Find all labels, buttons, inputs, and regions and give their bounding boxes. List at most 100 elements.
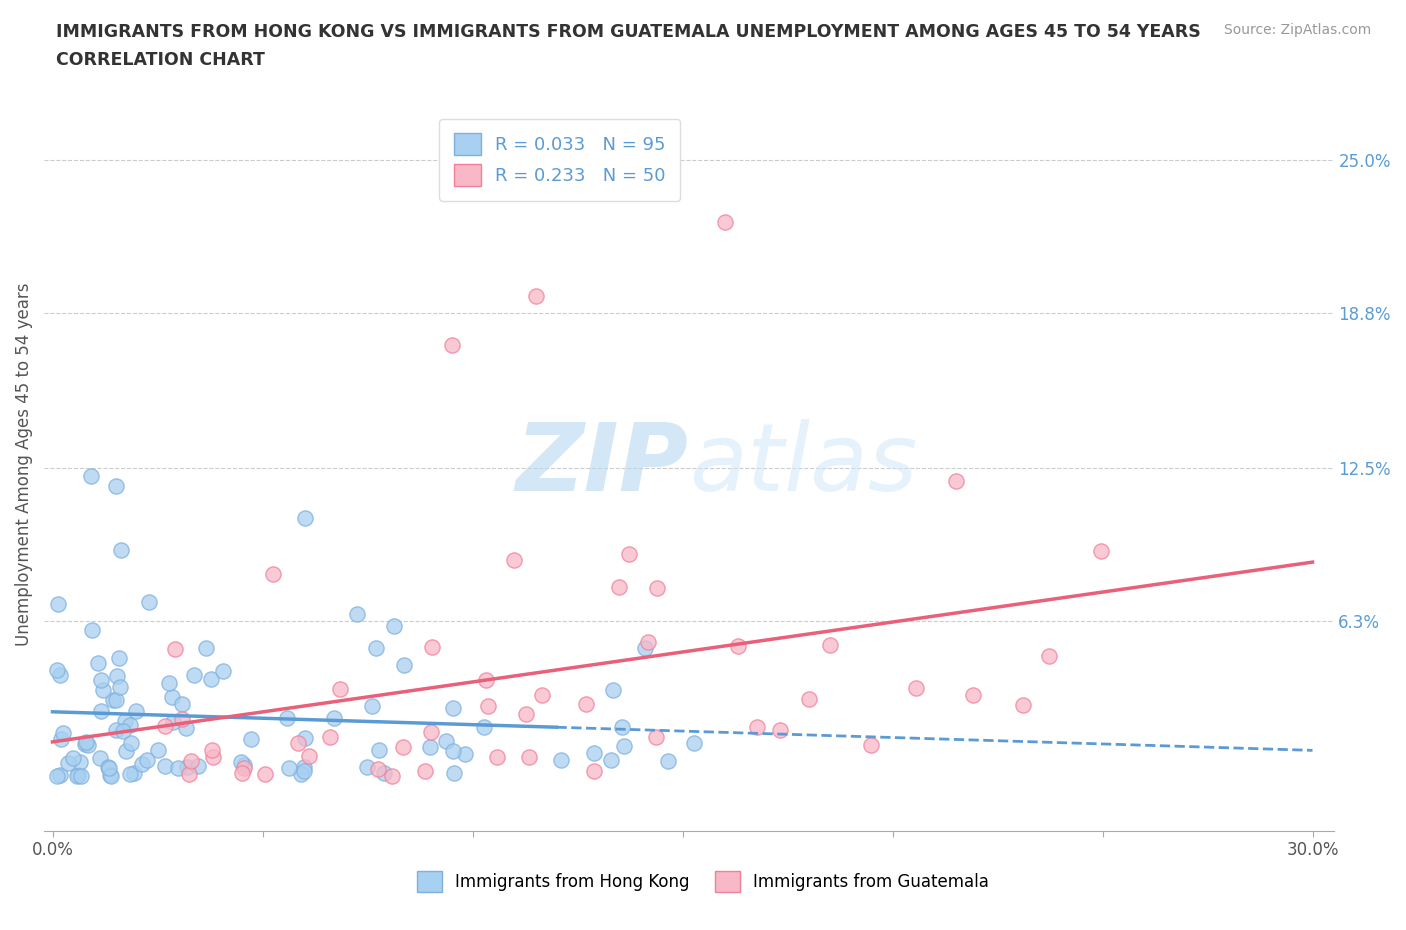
- Point: [52, 725, 75, 740]
- Point: [575, 697, 598, 711]
- Point: [550, 752, 572, 767]
- Point: [87, 656, 110, 671]
- Point: [905, 681, 928, 696]
- Point: [138, 595, 160, 610]
- Point: [200, 671, 222, 686]
- Point: [104, 692, 127, 707]
- Point: [56, 755, 79, 770]
- Point: [368, 743, 391, 758]
- Point: [361, 699, 384, 714]
- Point: [657, 754, 679, 769]
- Point: [177, 766, 200, 781]
- Point: [485, 750, 508, 764]
- Point: [747, 720, 769, 735]
- Point: [125, 704, 148, 719]
- Point: [645, 581, 668, 596]
- Point: [110, 543, 132, 558]
- Point: [180, 754, 202, 769]
- Point: [97, 760, 120, 775]
- Point: [602, 683, 624, 698]
- Point: [945, 473, 967, 488]
- Point: [104, 723, 127, 737]
- Point: [1012, 698, 1035, 712]
- Point: [75, 737, 97, 751]
- Point: [77, 737, 100, 752]
- Point: [98, 767, 121, 782]
- Point: [617, 547, 640, 562]
- Point: [290, 766, 312, 781]
- Point: [633, 641, 655, 656]
- Point: [101, 693, 124, 708]
- Point: [294, 730, 316, 745]
- Point: [80, 623, 103, 638]
- Point: [91, 683, 114, 698]
- Point: [107, 651, 129, 666]
- Point: [419, 724, 441, 739]
- Point: [160, 689, 183, 704]
- Point: [381, 769, 404, 784]
- Point: [440, 338, 463, 352]
- Point: [114, 714, 136, 729]
- Point: [768, 723, 790, 737]
- Y-axis label: Unemployment Among Ages 45 to 54 years: Unemployment Among Ages 45 to 54 years: [15, 283, 32, 646]
- Point: [201, 742, 224, 757]
- Point: [298, 749, 321, 764]
- Point: [292, 760, 315, 775]
- Point: [97, 761, 120, 776]
- Point: [172, 697, 194, 711]
- Point: [582, 764, 605, 778]
- Point: [367, 762, 389, 777]
- Point: [637, 634, 659, 649]
- Point: [122, 765, 145, 780]
- Point: [515, 707, 537, 722]
- Point: [46, 597, 69, 612]
- Legend: R = 0.033   N = 95, R = 0.233   N = 50: R = 0.033 N = 95, R = 0.233 N = 50: [440, 119, 681, 201]
- Point: [153, 719, 176, 734]
- Point: [157, 676, 180, 691]
- Text: Source: ZipAtlas.com: Source: ZipAtlas.com: [1223, 23, 1371, 37]
- Point: [610, 720, 633, 735]
- Point: [292, 764, 315, 778]
- Point: [1038, 648, 1060, 663]
- Point: [434, 734, 457, 749]
- Point: [517, 750, 540, 764]
- Point: [441, 743, 464, 758]
- Point: [278, 761, 301, 776]
- Point: [120, 718, 142, 733]
- Point: [108, 680, 131, 695]
- Point: [69, 768, 91, 783]
- Point: [49, 668, 72, 683]
- Point: [66, 767, 89, 782]
- Point: [373, 765, 395, 780]
- Point: [166, 761, 188, 776]
- Point: [472, 720, 495, 735]
- Point: [1090, 543, 1112, 558]
- Point: [48, 767, 70, 782]
- Point: [262, 566, 284, 581]
- Point: [90, 672, 112, 687]
- Point: [727, 638, 749, 653]
- Point: [415, 764, 437, 778]
- Point: [443, 765, 465, 780]
- Point: [69, 754, 91, 769]
- Point: [419, 739, 441, 754]
- Text: IMMIGRANTS FROM HONG KONG VS IMMIGRANTS FROM GUATEMALA UNEMPLOYMENT AMONG AGES 4: IMMIGRANTS FROM HONG KONG VS IMMIGRANTS …: [56, 23, 1201, 41]
- Point: [420, 640, 443, 655]
- Point: [90, 703, 112, 718]
- Point: [583, 746, 606, 761]
- Point: [135, 753, 157, 768]
- Point: [187, 758, 209, 773]
- Point: [62, 751, 84, 765]
- Point: [162, 715, 184, 730]
- Point: [682, 735, 704, 750]
- Point: [600, 753, 623, 768]
- Point: [49, 731, 72, 746]
- Point: [45, 662, 67, 677]
- Point: [287, 736, 309, 751]
- Point: [441, 700, 464, 715]
- Point: [105, 669, 128, 684]
- Point: [322, 711, 344, 725]
- Text: CORRELATION CHART: CORRELATION CHART: [56, 51, 266, 69]
- Point: [45, 769, 67, 784]
- Point: [120, 736, 142, 751]
